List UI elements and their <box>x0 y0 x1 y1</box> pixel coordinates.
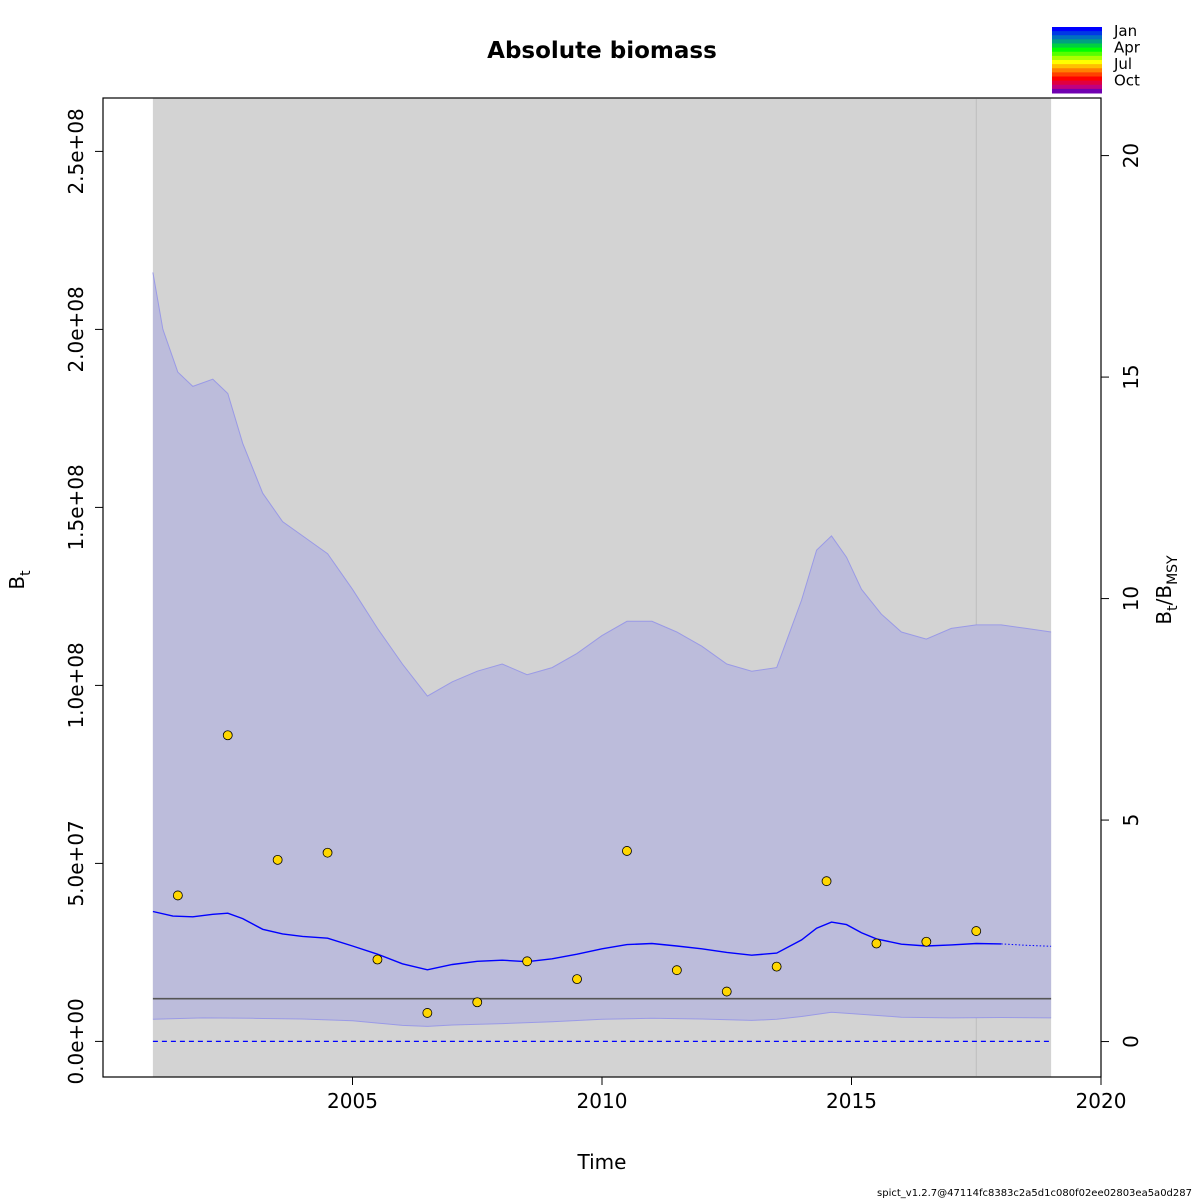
legend-swatch <box>1052 60 1102 65</box>
observation-point <box>472 997 483 1008</box>
legend-swatch <box>1052 68 1102 73</box>
y-axis-title-main: B <box>5 576 29 590</box>
legend-swatch <box>1052 31 1102 36</box>
confidence-band-layer <box>152 272 1052 1027</box>
observation-point <box>721 986 732 997</box>
observation-point <box>572 974 582 984</box>
y-tick-label: 1.0e+08 <box>64 642 88 728</box>
legend-swatch <box>1052 84 1102 90</box>
biomass-estimate-line <box>152 910 1002 971</box>
y2-tick-label: 5 <box>1119 814 1143 827</box>
observation-point <box>921 936 932 947</box>
y2-tick-label: 20 <box>1119 143 1143 168</box>
y2-axis-title-den-sub: MSY <box>1165 555 1181 585</box>
confidence-band <box>152 272 1052 1027</box>
observation-point <box>971 926 982 936</box>
y2-axis-title-slash: / <box>1152 598 1176 605</box>
observation-point <box>422 1008 433 1018</box>
axes-layer: 2005 2010 2015 20200.0e+005.0e+071.0e+081.5… <box>64 108 1143 1113</box>
y2-axis-title: Bt/BMSY <box>1152 555 1181 625</box>
x-tick-label: 2015 <box>826 1089 877 1113</box>
ci-lower-line <box>152 1011 1052 1027</box>
legend-swatch <box>1052 39 1102 44</box>
chart-title: Absolute biomass <box>487 38 717 64</box>
observation-point <box>372 954 383 965</box>
y2-axis-title-den: B <box>1152 585 1176 599</box>
y2-tick-label: 15 <box>1119 364 1143 389</box>
version-footer: spict_v1.2.7@47114fc8383c2a5d1c080f02ee0… <box>877 1188 1192 1199</box>
legend-swatch <box>1052 51 1102 57</box>
legend-label: Jan <box>1113 22 1137 40</box>
observation-point <box>622 846 632 856</box>
observation-point <box>821 876 832 887</box>
x-tick-label: 2020 <box>1076 1089 1127 1113</box>
y-tick-label: 2.0e+08 <box>64 286 88 372</box>
y2-axis-title-num-sub: t <box>1165 605 1181 611</box>
y-axis-title-sub: t <box>18 570 34 576</box>
legend-label: Jul <box>1113 55 1132 73</box>
series-layer <box>152 910 1052 1043</box>
legend-swatch <box>1052 72 1102 77</box>
y-axis-title: Bt <box>5 570 34 590</box>
biomass-forecast-line <box>1001 943 1052 947</box>
observation-point <box>871 938 882 949</box>
legend-swatch <box>1052 27 1102 32</box>
y2-tick-label: 0 <box>1119 1035 1143 1048</box>
legend-swatch <box>1052 47 1102 53</box>
ci-upper-line <box>152 272 1052 697</box>
legend-label: Oct <box>1114 72 1140 90</box>
y2-axis-title-num: B <box>1152 611 1176 625</box>
y-tick-label: 5.0e+07 <box>64 820 88 906</box>
legend-swatch <box>1052 55 1102 61</box>
legend-swatch <box>1052 43 1102 49</box>
legend-swatch <box>1052 88 1102 94</box>
observation-point <box>771 961 782 972</box>
x-tick-label: 2005 <box>327 1089 378 1113</box>
observation-point <box>322 847 333 858</box>
y-tick-label: 2.5e+08 <box>64 108 88 194</box>
x-axis-title: Time <box>577 1150 627 1174</box>
observation-point <box>222 730 233 741</box>
legend-swatch <box>1052 64 1102 69</box>
x-tick-label: 2010 <box>577 1089 628 1113</box>
y-tick-label: 1.5e+08 <box>64 464 88 550</box>
observation-point <box>172 890 183 901</box>
legend-swatch <box>1052 35 1102 40</box>
legend-label: Apr <box>1114 39 1141 57</box>
observation-point <box>671 965 682 976</box>
legend-swatch <box>1052 76 1102 82</box>
legend-swatch <box>1052 80 1102 86</box>
y2-tick-label: 10 <box>1119 586 1143 611</box>
y-tick-label: 0.0e+00 <box>64 998 88 1084</box>
observation-point <box>272 854 283 865</box>
observation-points-layer <box>172 730 982 1018</box>
observation-point <box>522 956 533 967</box>
